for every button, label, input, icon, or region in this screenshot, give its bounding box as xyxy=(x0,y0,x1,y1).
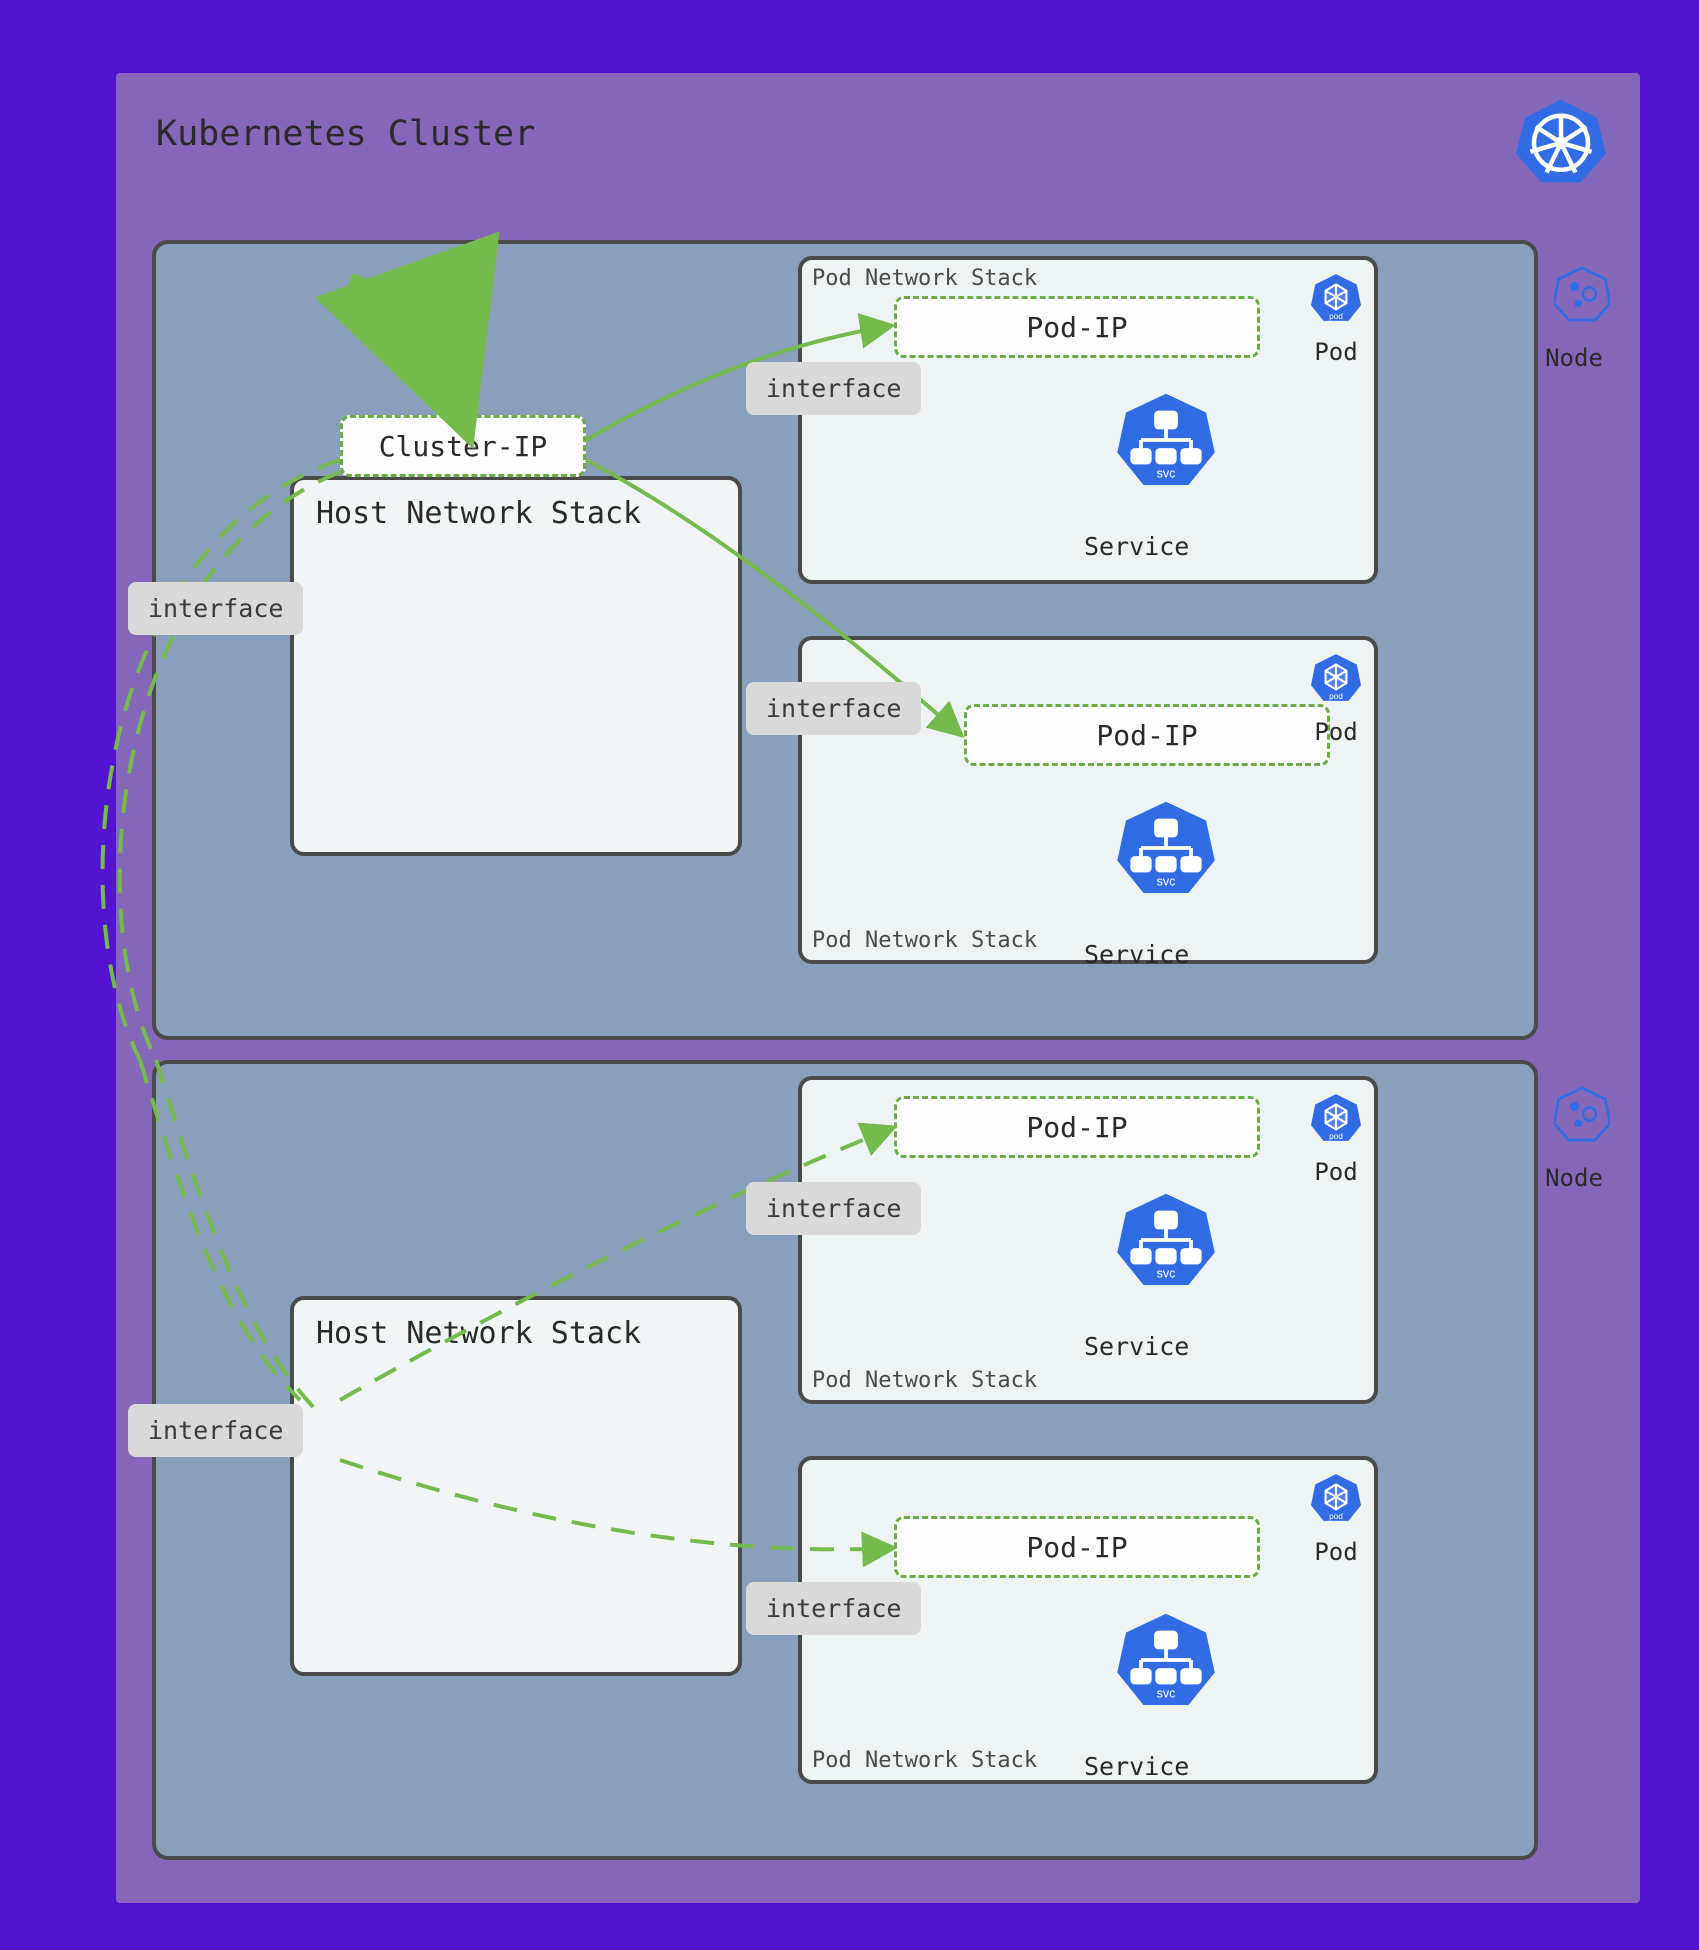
host-network-stack-1: Host Network Stack xyxy=(290,476,742,856)
pod-ip-3: Pod-IP xyxy=(894,1096,1260,1158)
svg-text:pod: pod xyxy=(1329,1511,1343,1521)
node-icon xyxy=(1554,1086,1610,1142)
svg-text:pod: pod xyxy=(1329,1131,1343,1141)
pod-icon: pod xyxy=(1310,272,1362,324)
pod-stack-label-1: Pod Network Stack xyxy=(812,266,1037,291)
svg-text:svc: svc xyxy=(1157,467,1176,481)
service-icon: svc xyxy=(1116,390,1216,490)
host-title-1: Host Network Stack xyxy=(316,496,641,531)
pod-stack-label-4: Pod Network Stack xyxy=(812,1748,1037,1773)
interface-tag: interface xyxy=(128,1404,303,1457)
host-title-2: Host Network Stack xyxy=(316,1316,641,1351)
svg-text:pod: pod xyxy=(1329,691,1343,701)
pod-label-4: Pod xyxy=(1296,1538,1376,1566)
pod-icon: pod xyxy=(1310,652,1362,704)
pod-ip-4: Pod-IP xyxy=(894,1516,1260,1578)
interface-tag: interface xyxy=(746,682,921,735)
service-label-3: Service xyxy=(1084,1332,1189,1361)
pod-label-2: Pod xyxy=(1296,718,1376,746)
svg-text:svc: svc xyxy=(1157,1267,1176,1281)
svg-text:svc: svc xyxy=(1157,1687,1176,1701)
cluster-ip-pill: Cluster-IP xyxy=(340,415,586,477)
interface-tag: interface xyxy=(746,362,921,415)
cluster-title: Kubernetes Cluster xyxy=(156,114,535,154)
pod-stack-label-3: Pod Network Stack xyxy=(812,1368,1037,1393)
service-icon: svc xyxy=(1116,1610,1216,1710)
pod-label-1: Pod xyxy=(1296,338,1376,366)
pod-icon: pod xyxy=(1310,1472,1362,1524)
pod-stack-label-2: Pod Network Stack xyxy=(812,928,1037,953)
host-network-stack-2: Host Network Stack xyxy=(290,1296,742,1676)
node-label-2: Node xyxy=(1534,1164,1614,1192)
pod-icon: pod xyxy=(1310,1092,1362,1144)
pod-ip-1: Pod-IP xyxy=(894,296,1260,358)
service-icon: svc xyxy=(1116,1190,1216,1290)
service-label-4: Service xyxy=(1084,1752,1189,1781)
pod-label-3: Pod xyxy=(1296,1158,1376,1186)
pod-ip-2: Pod-IP xyxy=(964,704,1330,766)
kubernetes-logo-icon xyxy=(1516,96,1606,186)
service-icon: svc xyxy=(1116,798,1216,898)
node-icon xyxy=(1554,266,1610,322)
node-label-1: Node xyxy=(1534,344,1614,372)
interface-tag: interface xyxy=(746,1182,921,1235)
service-label-2: Service xyxy=(1084,940,1189,969)
interface-tag: interface xyxy=(128,582,303,635)
interface-tag: interface xyxy=(746,1582,921,1635)
svg-text:svc: svc xyxy=(1157,875,1176,889)
service-label-1: Service xyxy=(1084,532,1189,561)
svg-text:pod: pod xyxy=(1329,311,1343,321)
